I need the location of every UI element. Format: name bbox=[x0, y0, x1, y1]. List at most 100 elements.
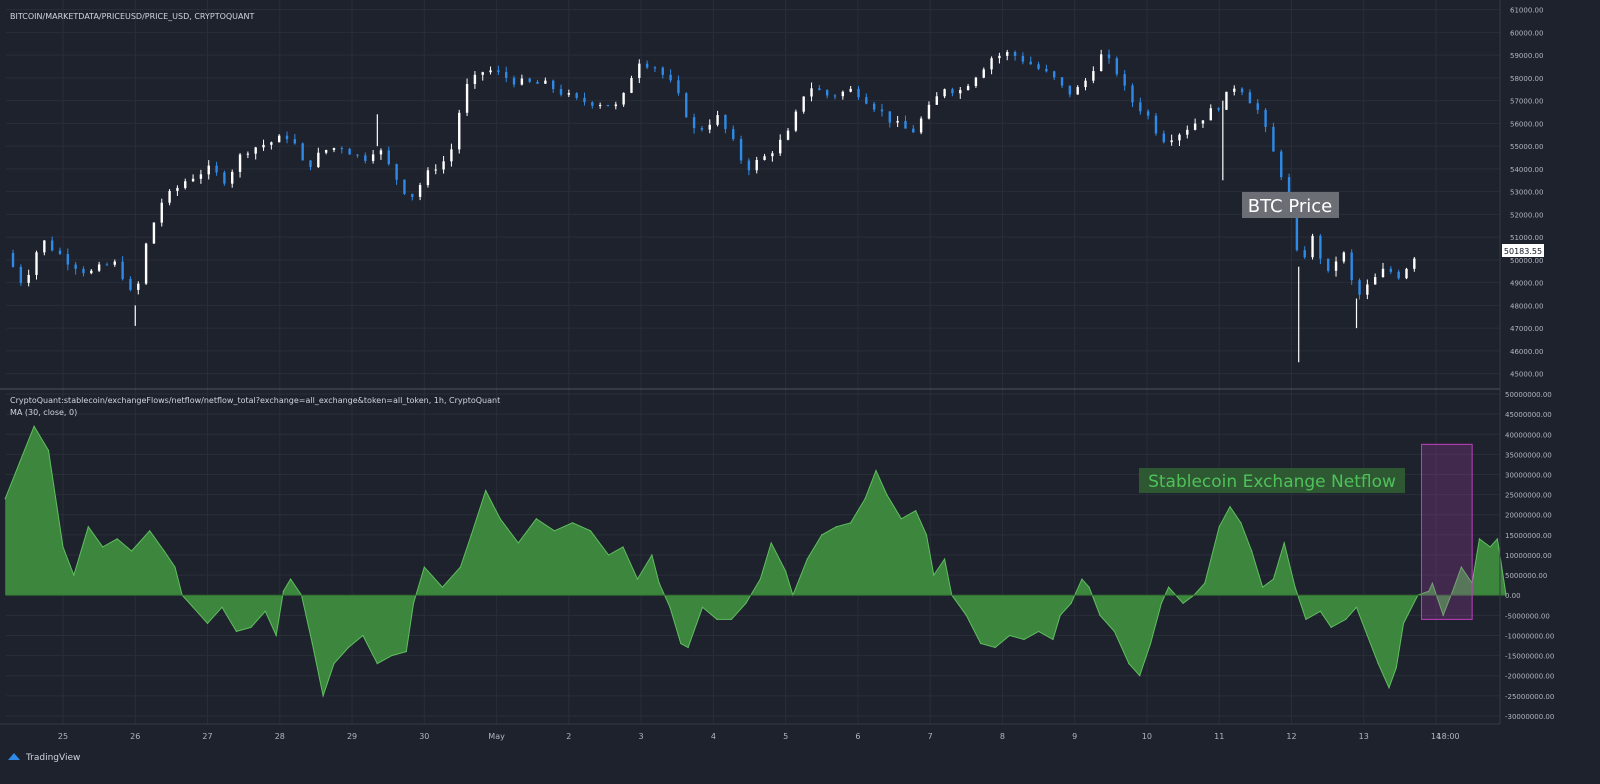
candle bbox=[309, 160, 312, 171]
candle-body bbox=[700, 128, 704, 130]
time-tick-label: 30 bbox=[419, 732, 429, 741]
candle bbox=[1366, 279, 1369, 300]
candle-body bbox=[168, 190, 171, 203]
candle bbox=[1146, 109, 1150, 120]
time-tick-label: 3 bbox=[639, 732, 644, 741]
candle-body bbox=[1358, 280, 1361, 295]
candle bbox=[1178, 133, 1181, 147]
candle bbox=[450, 143, 453, 167]
candle-body bbox=[364, 155, 367, 161]
candle-body bbox=[1131, 85, 1134, 103]
netflow-point bbox=[980, 642, 982, 645]
candle-body bbox=[442, 161, 445, 170]
netflow-point bbox=[333, 663, 335, 665]
candle bbox=[293, 133, 297, 145]
candle-body bbox=[19, 266, 23, 283]
candle bbox=[638, 59, 641, 84]
candle-body bbox=[724, 115, 727, 130]
candle bbox=[927, 101, 931, 120]
candle bbox=[544, 77, 547, 84]
candle bbox=[865, 93, 868, 105]
tradingview-logo[interactable]: TradingView bbox=[8, 753, 80, 763]
candle bbox=[1115, 56, 1119, 77]
candle bbox=[661, 66, 664, 79]
candle-body bbox=[912, 128, 915, 133]
candle bbox=[1240, 87, 1244, 96]
netflow-point bbox=[636, 578, 639, 580]
candle-body bbox=[849, 88, 852, 92]
netflow-tick-label: 20000000.00 bbox=[1505, 512, 1552, 520]
candle bbox=[1389, 266, 1393, 275]
candle bbox=[1084, 78, 1087, 91]
netflow-point bbox=[311, 642, 313, 645]
netflow-point bbox=[116, 538, 118, 540]
candle bbox=[191, 174, 195, 183]
netflow-point bbox=[1272, 578, 1275, 580]
candle-body bbox=[1139, 102, 1142, 112]
netflow-point bbox=[163, 550, 165, 552]
candle bbox=[716, 110, 719, 127]
netflow-point bbox=[1168, 586, 1170, 588]
candle-body bbox=[301, 143, 304, 161]
candle-body bbox=[1076, 87, 1079, 95]
candle-body bbox=[317, 152, 320, 168]
candle bbox=[340, 146, 344, 154]
candle bbox=[606, 104, 610, 107]
candle bbox=[669, 69, 672, 83]
netflow-point bbox=[850, 522, 852, 524]
netflow-highlight-box bbox=[1421, 443, 1473, 620]
netflow-area bbox=[5, 426, 1507, 696]
candle-body bbox=[1154, 115, 1158, 134]
candle bbox=[1413, 256, 1416, 272]
netflow-point bbox=[174, 566, 176, 568]
candle-body bbox=[184, 181, 187, 188]
candle bbox=[872, 101, 876, 113]
netflow-point bbox=[745, 602, 747, 604]
candle bbox=[356, 154, 359, 158]
candle-body bbox=[872, 103, 876, 110]
netflow-tick-label: -30000000.00 bbox=[1505, 713, 1554, 721]
netflow-point bbox=[770, 542, 772, 544]
candle-body bbox=[207, 165, 210, 175]
candle-body bbox=[473, 74, 477, 84]
netflow-point bbox=[1088, 586, 1090, 588]
netflow-point bbox=[1009, 634, 1011, 637]
candle-body bbox=[215, 165, 218, 173]
price-y-axis[interactable]: 45000.00 46000.00 47000.00 48000.00 49000.00… bbox=[1510, 7, 1543, 379]
candle bbox=[786, 128, 790, 141]
netflow-y-axis[interactable]: -30000000.00 -25000000.00 -20000000.00 -150… bbox=[1505, 391, 1554, 721]
candle bbox=[943, 88, 946, 99]
candle bbox=[481, 71, 484, 81]
netflow-point bbox=[1345, 618, 1347, 620]
candle bbox=[1186, 125, 1189, 139]
candle bbox=[1350, 249, 1353, 285]
netflow-point bbox=[1294, 586, 1296, 588]
price-tick-label: 51000.00 bbox=[1510, 234, 1543, 242]
candle bbox=[371, 149, 375, 164]
netflow-point bbox=[1160, 602, 1162, 604]
candle-body bbox=[371, 154, 375, 161]
candle-body bbox=[324, 150, 328, 153]
netflow-point bbox=[290, 578, 292, 580]
candle bbox=[1272, 122, 1275, 152]
price-pane[interactable] bbox=[11, 49, 1416, 363]
candle-body bbox=[677, 80, 680, 94]
netflow-point bbox=[517, 542, 519, 544]
price-tick-label: 54000.00 bbox=[1510, 166, 1543, 174]
candle-body bbox=[1295, 197, 1299, 251]
netflow-point bbox=[821, 534, 823, 536]
netflow-pane[interactable] bbox=[4, 425, 1507, 698]
netflow-point bbox=[965, 614, 967, 616]
netflow-point bbox=[785, 570, 787, 572]
netflow-point bbox=[149, 530, 151, 532]
candle bbox=[207, 160, 210, 180]
netflow-point bbox=[915, 510, 917, 512]
candle-body bbox=[129, 279, 132, 290]
candle-body bbox=[340, 148, 344, 150]
netflow-point bbox=[264, 610, 266, 612]
candle-body bbox=[716, 115, 719, 125]
netflow-point bbox=[1229, 506, 1231, 508]
netflow-point bbox=[391, 654, 393, 657]
netflow-point bbox=[1128, 663, 1130, 665]
